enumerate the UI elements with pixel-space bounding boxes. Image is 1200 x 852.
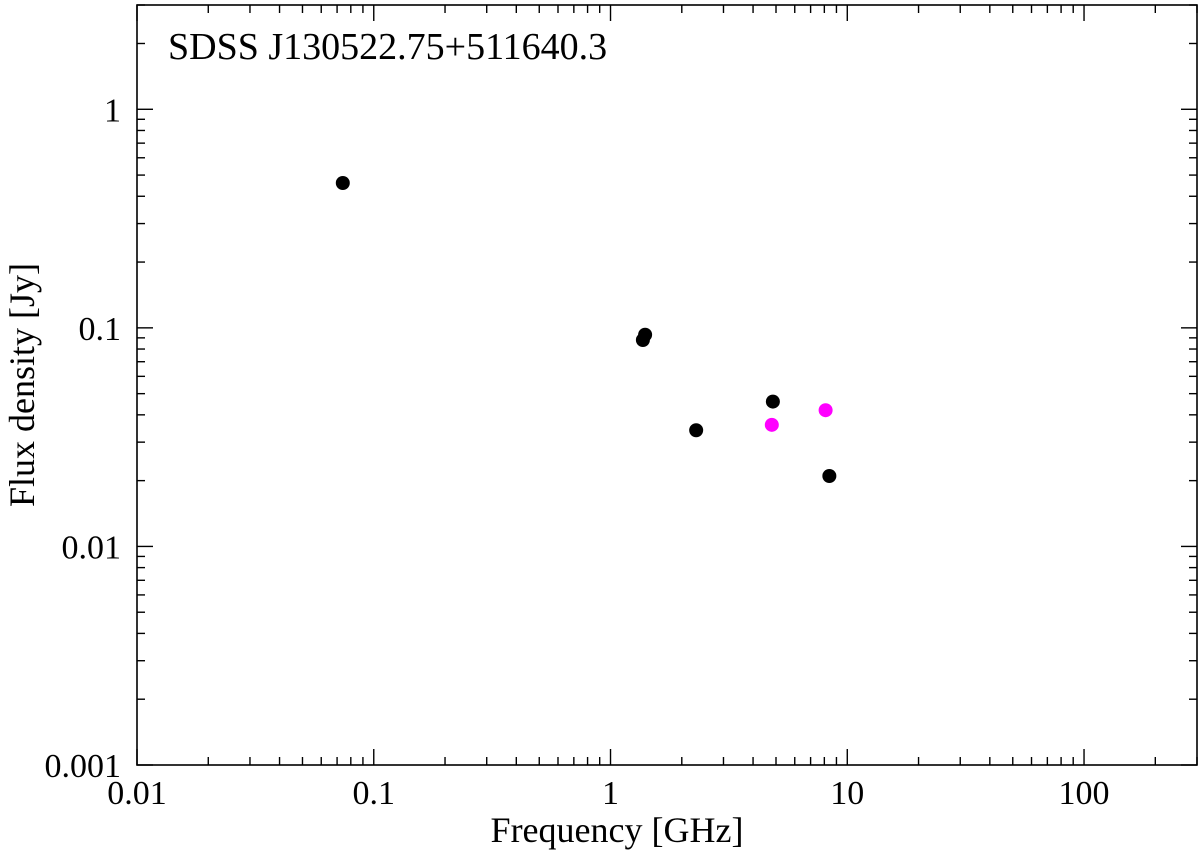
y-tick-label: 0.01	[62, 529, 122, 566]
data-point	[765, 394, 780, 409]
y-tick-label: 1	[104, 92, 121, 129]
data-point	[689, 423, 704, 438]
y-tick-label: 0.001	[45, 748, 122, 785]
y-axis-title: Flux density [Jy]	[2, 263, 42, 507]
x-tick-label: 0.01	[107, 775, 167, 812]
major-ticks	[136, 5, 1197, 766]
x-tick-label: 100	[1059, 775, 1110, 812]
data-point	[335, 175, 350, 190]
data-point	[822, 469, 837, 484]
x-tick-labels: 0.01 0.1 1 10 100	[107, 775, 1109, 812]
x-tick-label: 10	[830, 775, 864, 812]
y-tick-label: 0.1	[79, 311, 122, 348]
data-point	[818, 403, 833, 418]
x-tick-label: 0.1	[353, 775, 396, 812]
data-point	[635, 332, 650, 347]
x-tick-label: 1	[602, 775, 619, 812]
data-point	[764, 417, 779, 432]
chart-title: SDSS J130522.75+511640.3	[168, 26, 607, 68]
data-points	[335, 175, 837, 484]
minor-ticks	[137, 4, 1198, 765]
x-axis-title: Frequency [GHz]	[491, 810, 744, 850]
plot-frame	[136, 4, 1198, 766]
y-tick-labels: 0.001 0.01 0.1 1	[45, 92, 122, 785]
